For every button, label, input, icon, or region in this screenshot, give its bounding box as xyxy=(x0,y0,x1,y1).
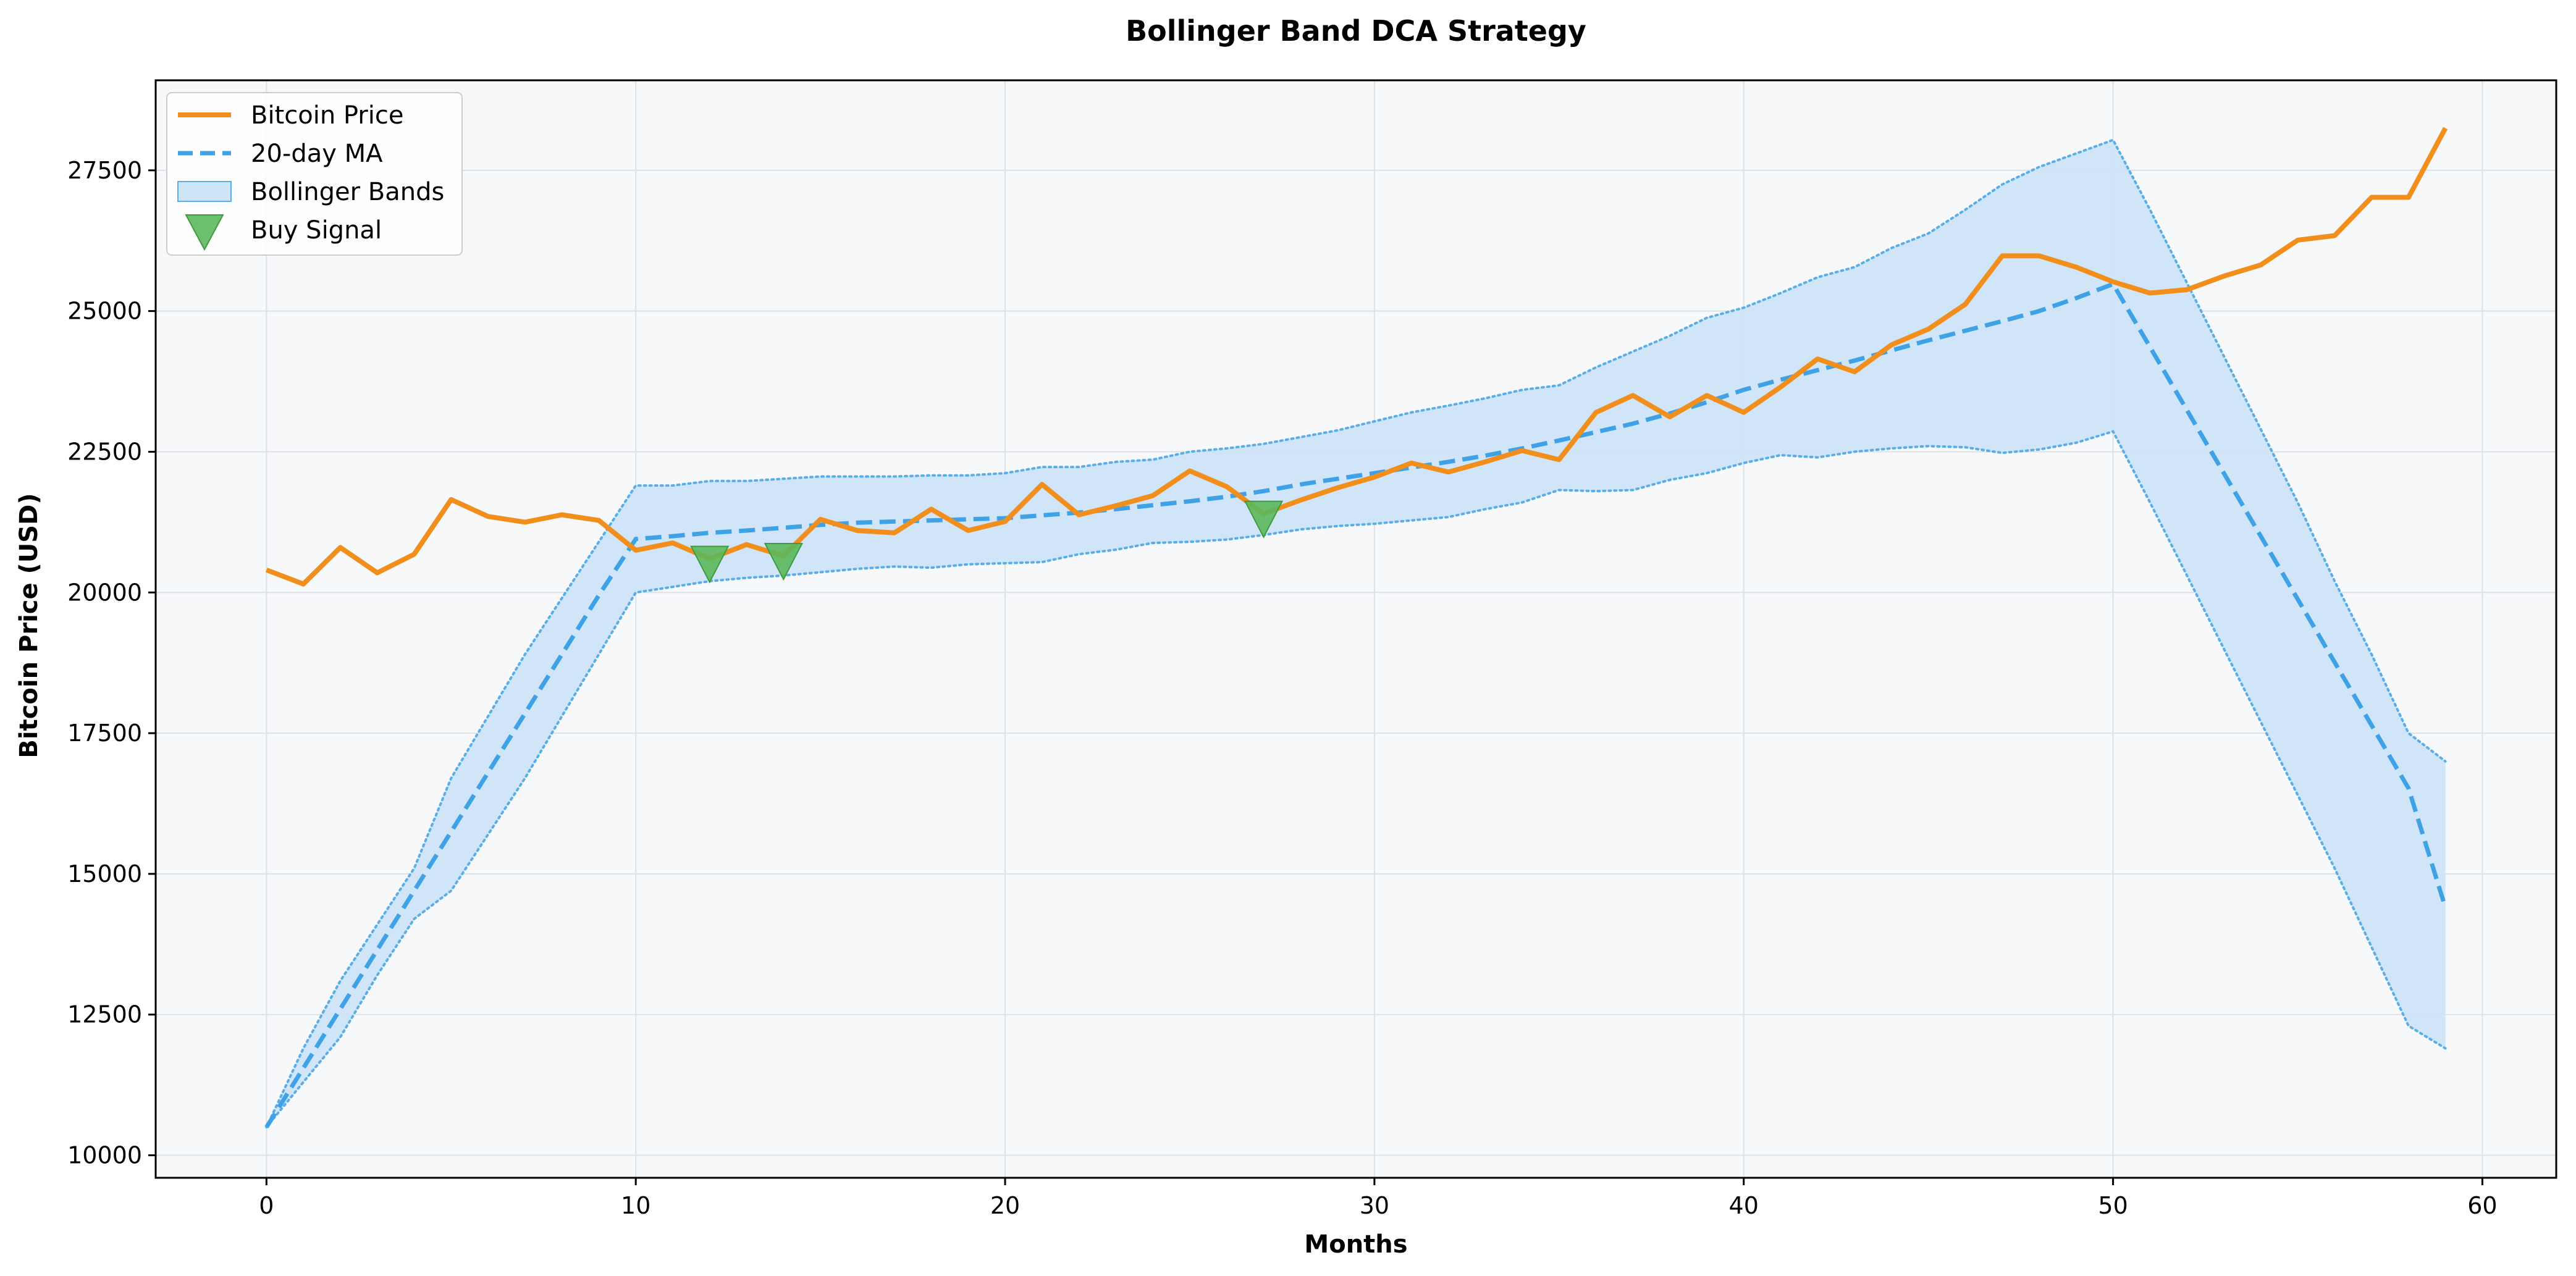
buy-signal-marker xyxy=(764,543,803,581)
buy-signal-marker xyxy=(690,545,730,584)
legend-label: Buy Signal xyxy=(251,216,382,245)
x-tick-label: 40 xyxy=(1729,1192,1759,1219)
plot-area-background xyxy=(156,80,2556,1178)
chart-title: Bollinger Band DCA Strategy xyxy=(1126,14,1586,48)
x-tick-label: 10 xyxy=(621,1192,650,1219)
y-tick-label: 12500 xyxy=(67,1001,142,1028)
buy-signal-marker xyxy=(1244,500,1284,539)
y-axis-title: Bitcoin Price (USD) xyxy=(15,493,43,758)
legend-band-swatch xyxy=(177,181,232,202)
y-tick-label: 27500 xyxy=(67,157,142,184)
y-tick-label: 20000 xyxy=(67,579,142,606)
y-tick-label: 25000 xyxy=(67,298,142,325)
legend-buy-signal-swatch xyxy=(185,214,224,251)
legend-box xyxy=(166,92,463,256)
bollinger-lower-band xyxy=(265,430,2447,1128)
y-tick-label: 15000 xyxy=(67,860,142,888)
y-tick-label: 17500 xyxy=(67,720,142,747)
legend-label: 20-day MA xyxy=(251,140,383,168)
bitcoin-price-line xyxy=(265,127,2448,587)
x-axis-title: Months xyxy=(1304,1230,1407,1259)
x-tick-label: 60 xyxy=(2467,1192,2497,1219)
x-tick-label: 50 xyxy=(2098,1192,2128,1219)
legend-label: Bollinger Bands xyxy=(251,178,444,206)
y-tick-label: 10000 xyxy=(67,1142,142,1169)
x-tick-label: 20 xyxy=(990,1192,1020,1219)
chart-legend: Bitcoin Price 20-day MA Bollinger Bands Buy… xyxy=(166,92,463,256)
x-tick-label: 0 xyxy=(259,1192,274,1219)
plot-frame xyxy=(154,79,2557,1179)
bollinger-band-fill xyxy=(266,140,2446,1128)
y-tick-label: 22500 xyxy=(67,438,142,465)
bollinger-upper-band xyxy=(265,138,2447,1128)
legend-label: Bitcoin Price xyxy=(251,101,403,130)
x-tick-label: 30 xyxy=(1360,1192,1389,1219)
